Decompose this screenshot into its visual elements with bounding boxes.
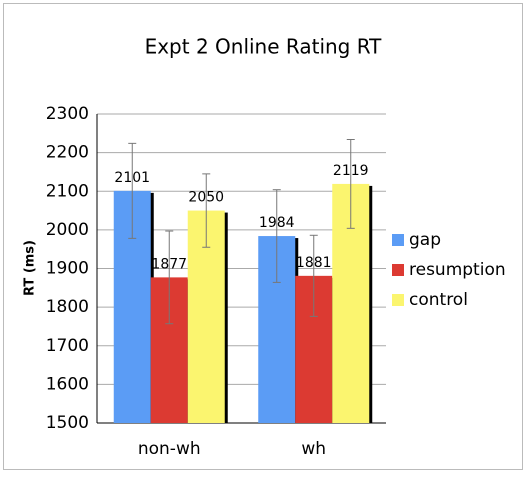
legend-label: control: [409, 290, 468, 310]
data-label: 2119: [333, 163, 369, 179]
y-tick-label: 2000: [46, 220, 89, 240]
y-tick-label: 1600: [46, 374, 89, 394]
y-tick-label: 1700: [46, 336, 89, 356]
y-tick-label: 1900: [46, 259, 89, 279]
legend-swatch: [392, 264, 404, 276]
data-label: 2101: [114, 170, 150, 186]
y-tick-label: 2200: [46, 143, 89, 163]
data-label: 1881: [296, 255, 332, 271]
legend-label: resumption: [409, 260, 506, 280]
legend-label: gap: [409, 230, 441, 250]
x-tick-label: wh: [301, 439, 326, 459]
legend-swatch: [392, 294, 404, 306]
y-tick-label: 1800: [46, 297, 89, 317]
x-tick-label: non-wh: [138, 439, 201, 459]
y-tick-label: 2100: [46, 181, 89, 201]
y-axis-label: RT (ms): [23, 240, 38, 296]
y-tick-label: 1500: [46, 413, 89, 433]
legend-swatch: [392, 234, 404, 246]
chart-title: Expt 2 Online Rating RT: [145, 35, 383, 59]
y-tick-label: 2300: [46, 104, 89, 124]
data-label: 1984: [259, 215, 295, 231]
data-label: 2050: [188, 190, 224, 206]
data-label: 1877: [151, 256, 187, 272]
